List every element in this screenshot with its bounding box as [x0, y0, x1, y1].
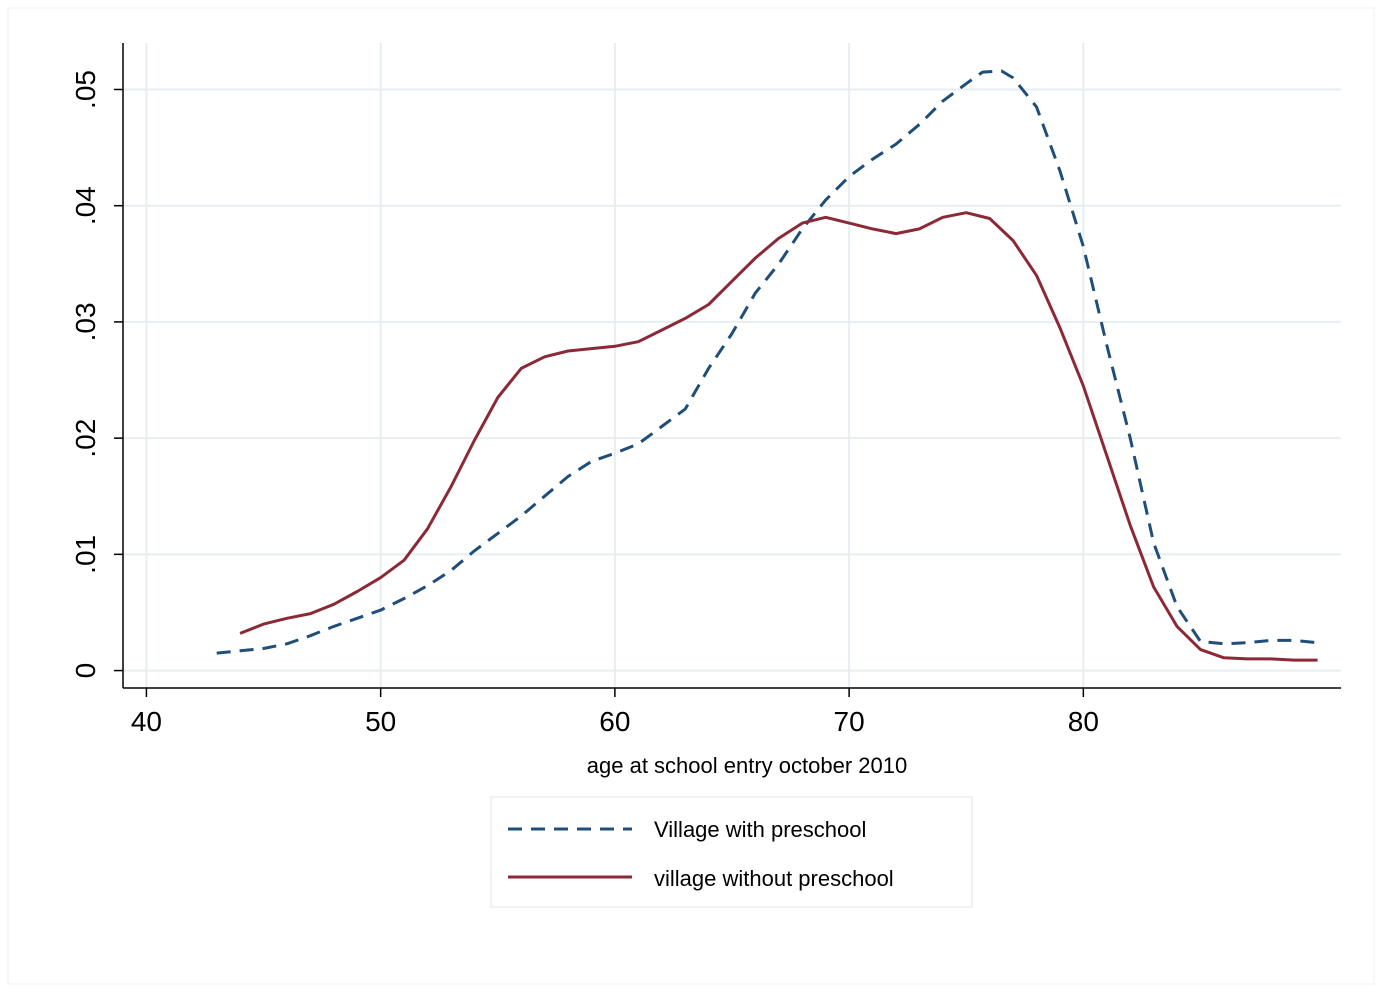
series-line-village-without-preschool [239, 211, 1318, 662]
y-tick-label-0: 0 [70, 663, 101, 679]
x-tick-label-50: 50 [365, 706, 396, 737]
legend-box [490, 796, 973, 908]
legend-label-village-with-preschool: Village with preschool [654, 817, 866, 842]
y-tick-label-03: .03 [70, 302, 101, 341]
x-tick-label-40: 40 [131, 706, 162, 737]
y-tick-label-05: .05 [70, 70, 101, 109]
y-axis-ticks: 0 .01 .02 .03 .04 .05 [70, 70, 123, 678]
y-tick-label-04: .04 [70, 186, 101, 225]
legend-label-village-without-preschool: village without preschool [654, 866, 894, 891]
x-tick-label-70: 70 [834, 706, 865, 737]
x-axis-title: age at school entry october 2010 [587, 753, 907, 778]
series-line-village-with-preschool [216, 69, 1318, 655]
x-tick-label-60: 60 [599, 706, 630, 737]
x-tick-label-80: 80 [1068, 706, 1099, 737]
y-tick-label-01: .01 [70, 535, 101, 574]
y-tick-label-02: .02 [70, 419, 101, 458]
series-lines [216, 69, 1318, 662]
gridlines [123, 43, 1341, 688]
legend: Village with preschool village without p… [490, 796, 973, 908]
x-axis-ticks: 40 50 60 70 80 [131, 688, 1099, 737]
